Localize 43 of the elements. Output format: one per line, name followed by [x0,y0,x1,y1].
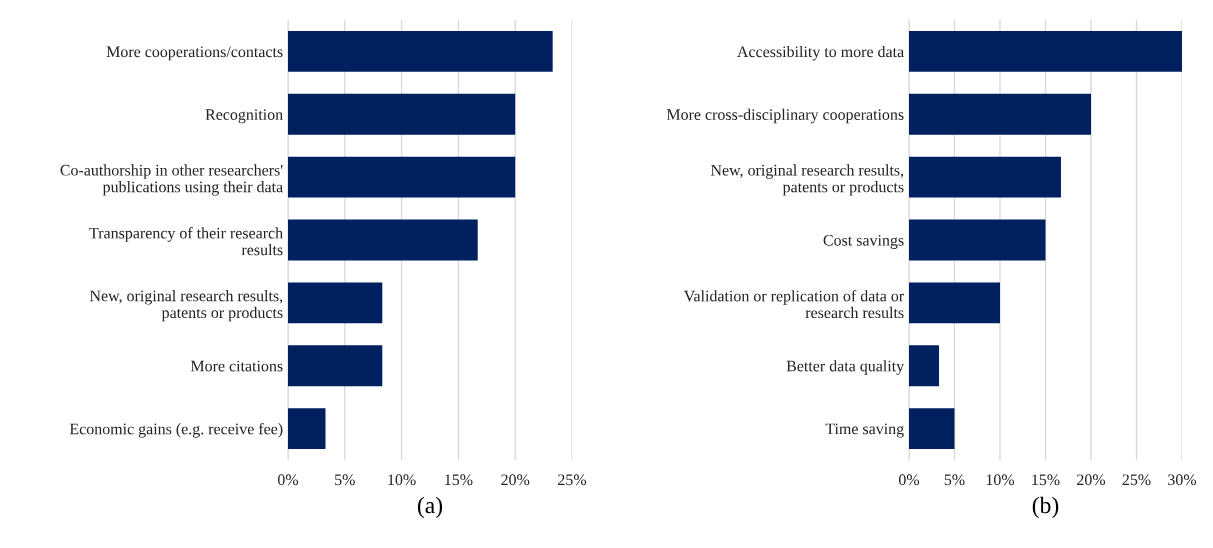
x-tick-label: 15% [445,474,473,486]
y-tick-label: Cost savings [823,234,904,249]
bar [909,31,1182,72]
bar [288,93,516,135]
x-tick-label: 25% [1122,474,1151,486]
x-axis-title: (a) [417,496,443,519]
bar [288,156,516,198]
y-tick-label: Recognition [205,109,283,124]
bar [909,156,1061,198]
bar [288,345,383,387]
bar [909,282,1000,324]
bar [288,219,478,261]
bar [909,408,955,449]
bar [288,282,383,324]
x-tick-label: 0% [898,474,920,486]
y-tick-label: Better data quality [786,360,905,375]
x-tick-label: 30% [1168,474,1197,486]
y-tick-label: Validation or replication of data or research results [683,289,904,319]
x-tick-label: 5% [944,474,965,486]
bar [288,408,326,449]
y-tick-label: Co-authorship in other researchers' publications using their data [60,164,283,196]
y-tick-label: More cooperations/contacts [106,46,283,61]
x-tick-label: 10% [388,474,416,486]
y-tick-label: Accessibility to more data [737,45,904,61]
bar [909,93,1091,135]
bar [909,345,940,387]
x-tick-label: 15% [1032,474,1060,486]
bar [288,31,553,72]
x-tick-label: 20% [1077,474,1106,486]
x-tick-label: 5% [335,474,355,486]
bar [909,219,1046,261]
y-tick-label: More cross-disciplinary cooperations [666,108,904,124]
y-tick-label: Economic gains (e.g. receive fee) [69,422,283,438]
x-axis-title: (b) [1032,496,1059,519]
x-tick-label: 25% [558,474,587,486]
y-tick-label: New, original research results, patents or products [710,164,904,196]
x-tick-label: 10% [986,474,1015,486]
y-tick-label: More citations [190,360,283,372]
x-tick-label: 0% [277,474,299,486]
y-tick-label: Time saving [825,423,904,438]
y-tick-label: New, original research results, patents or products [89,290,283,322]
x-tick-label: 20% [501,474,530,486]
y-tick-label: Transparency of their research results [89,227,283,256]
